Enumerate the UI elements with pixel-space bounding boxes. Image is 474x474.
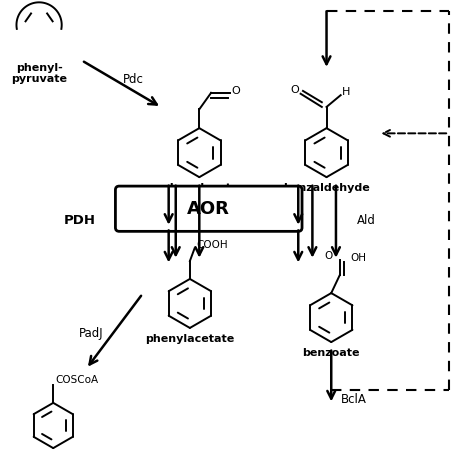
Text: O: O (231, 86, 240, 96)
Text: BclA: BclA (341, 393, 366, 406)
Text: O: O (325, 251, 333, 261)
Text: COOH: COOH (196, 240, 228, 250)
Text: PadJ: PadJ (79, 327, 104, 340)
Text: H: H (342, 87, 350, 97)
Text: AOR: AOR (187, 200, 230, 218)
Text: OH: OH (350, 253, 366, 263)
Text: Pdc: Pdc (123, 73, 144, 86)
Text: COSCoA: COSCoA (55, 375, 99, 385)
Text: PDH: PDH (64, 214, 96, 227)
Text: benzaldehyde: benzaldehyde (283, 183, 370, 193)
Text: phenylacet-
aldehyde: phenylacet- aldehyde (163, 183, 236, 204)
Text: Ald: Ald (357, 214, 376, 227)
Text: phenyl-
pyruvate: phenyl- pyruvate (11, 63, 67, 84)
Text: phenylacetate: phenylacetate (145, 334, 235, 344)
FancyBboxPatch shape (116, 186, 302, 231)
Text: O: O (290, 85, 299, 95)
Text: benzoate: benzoate (302, 348, 360, 358)
